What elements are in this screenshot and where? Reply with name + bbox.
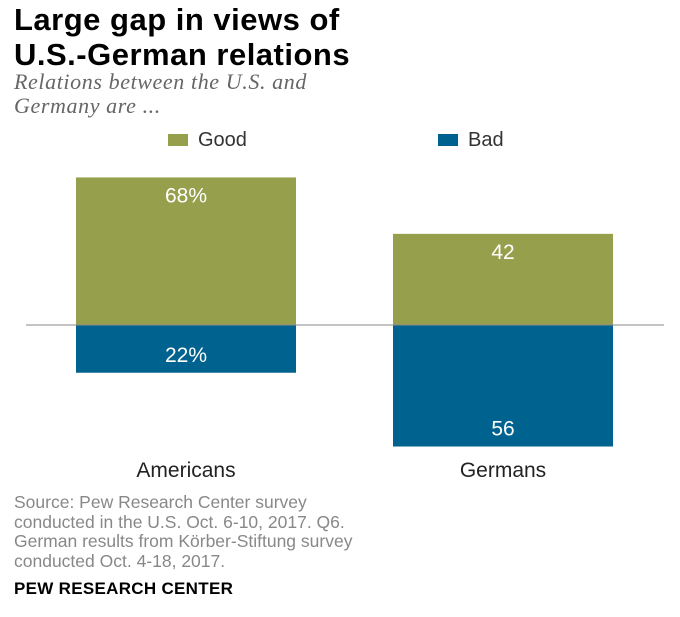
pew-research-center-logo: PEW RESEARCH CENTER	[14, 579, 234, 598]
title-line-2: U.S.-German relations	[14, 37, 351, 72]
data-label-good-americans: 68%	[165, 184, 207, 207]
legend-item-bad: Bad	[438, 128, 504, 152]
data-label-bad-germans: 56	[491, 418, 514, 441]
chart-subtitle: Relations between the U.S. and Germany a…	[14, 70, 674, 118]
source-line-3: German results from Körber-Stiftung surv…	[14, 531, 353, 551]
legend-label-bad: Bad	[468, 128, 504, 151]
category-label-americans: Americans	[136, 459, 235, 482]
data-label-bad-americans: 22%	[165, 344, 207, 367]
bar-chart: 68% 22% Americans 42 56 Germans	[26, 177, 664, 482]
bar-good-americans	[76, 177, 296, 325]
bar-good-germans	[393, 233, 613, 325]
source-line-4: conducted Oct. 4-18, 2017.	[14, 550, 226, 571]
legend-item-good: Good	[168, 128, 247, 152]
legend-swatch-bad	[438, 134, 458, 146]
bar-bad-americans	[76, 325, 296, 373]
subtitle-line-2: Germany are ...	[14, 93, 161, 118]
title-line-1: Large gap in views of	[14, 2, 340, 37]
legend-swatch-good	[168, 134, 188, 146]
source-line-2: conducted in the U.S. Oct. 6-10, 2017. Q…	[14, 511, 345, 532]
data-label-good-germans: 42	[491, 241, 514, 264]
chart-title: Large gap in views of U.S.-German relati…	[14, 2, 674, 72]
bar-bad-germans	[393, 325, 613, 447]
source-note: Source: Pew Research Center survey condu…	[14, 492, 676, 571]
source-line-1: Source: Pew Research Center survey	[14, 492, 307, 512]
legend-label-good: Good	[198, 128, 247, 151]
subtitle-line-1: Relations between the U.S. and	[14, 69, 307, 94]
category-label-germans: Germans	[460, 459, 546, 482]
